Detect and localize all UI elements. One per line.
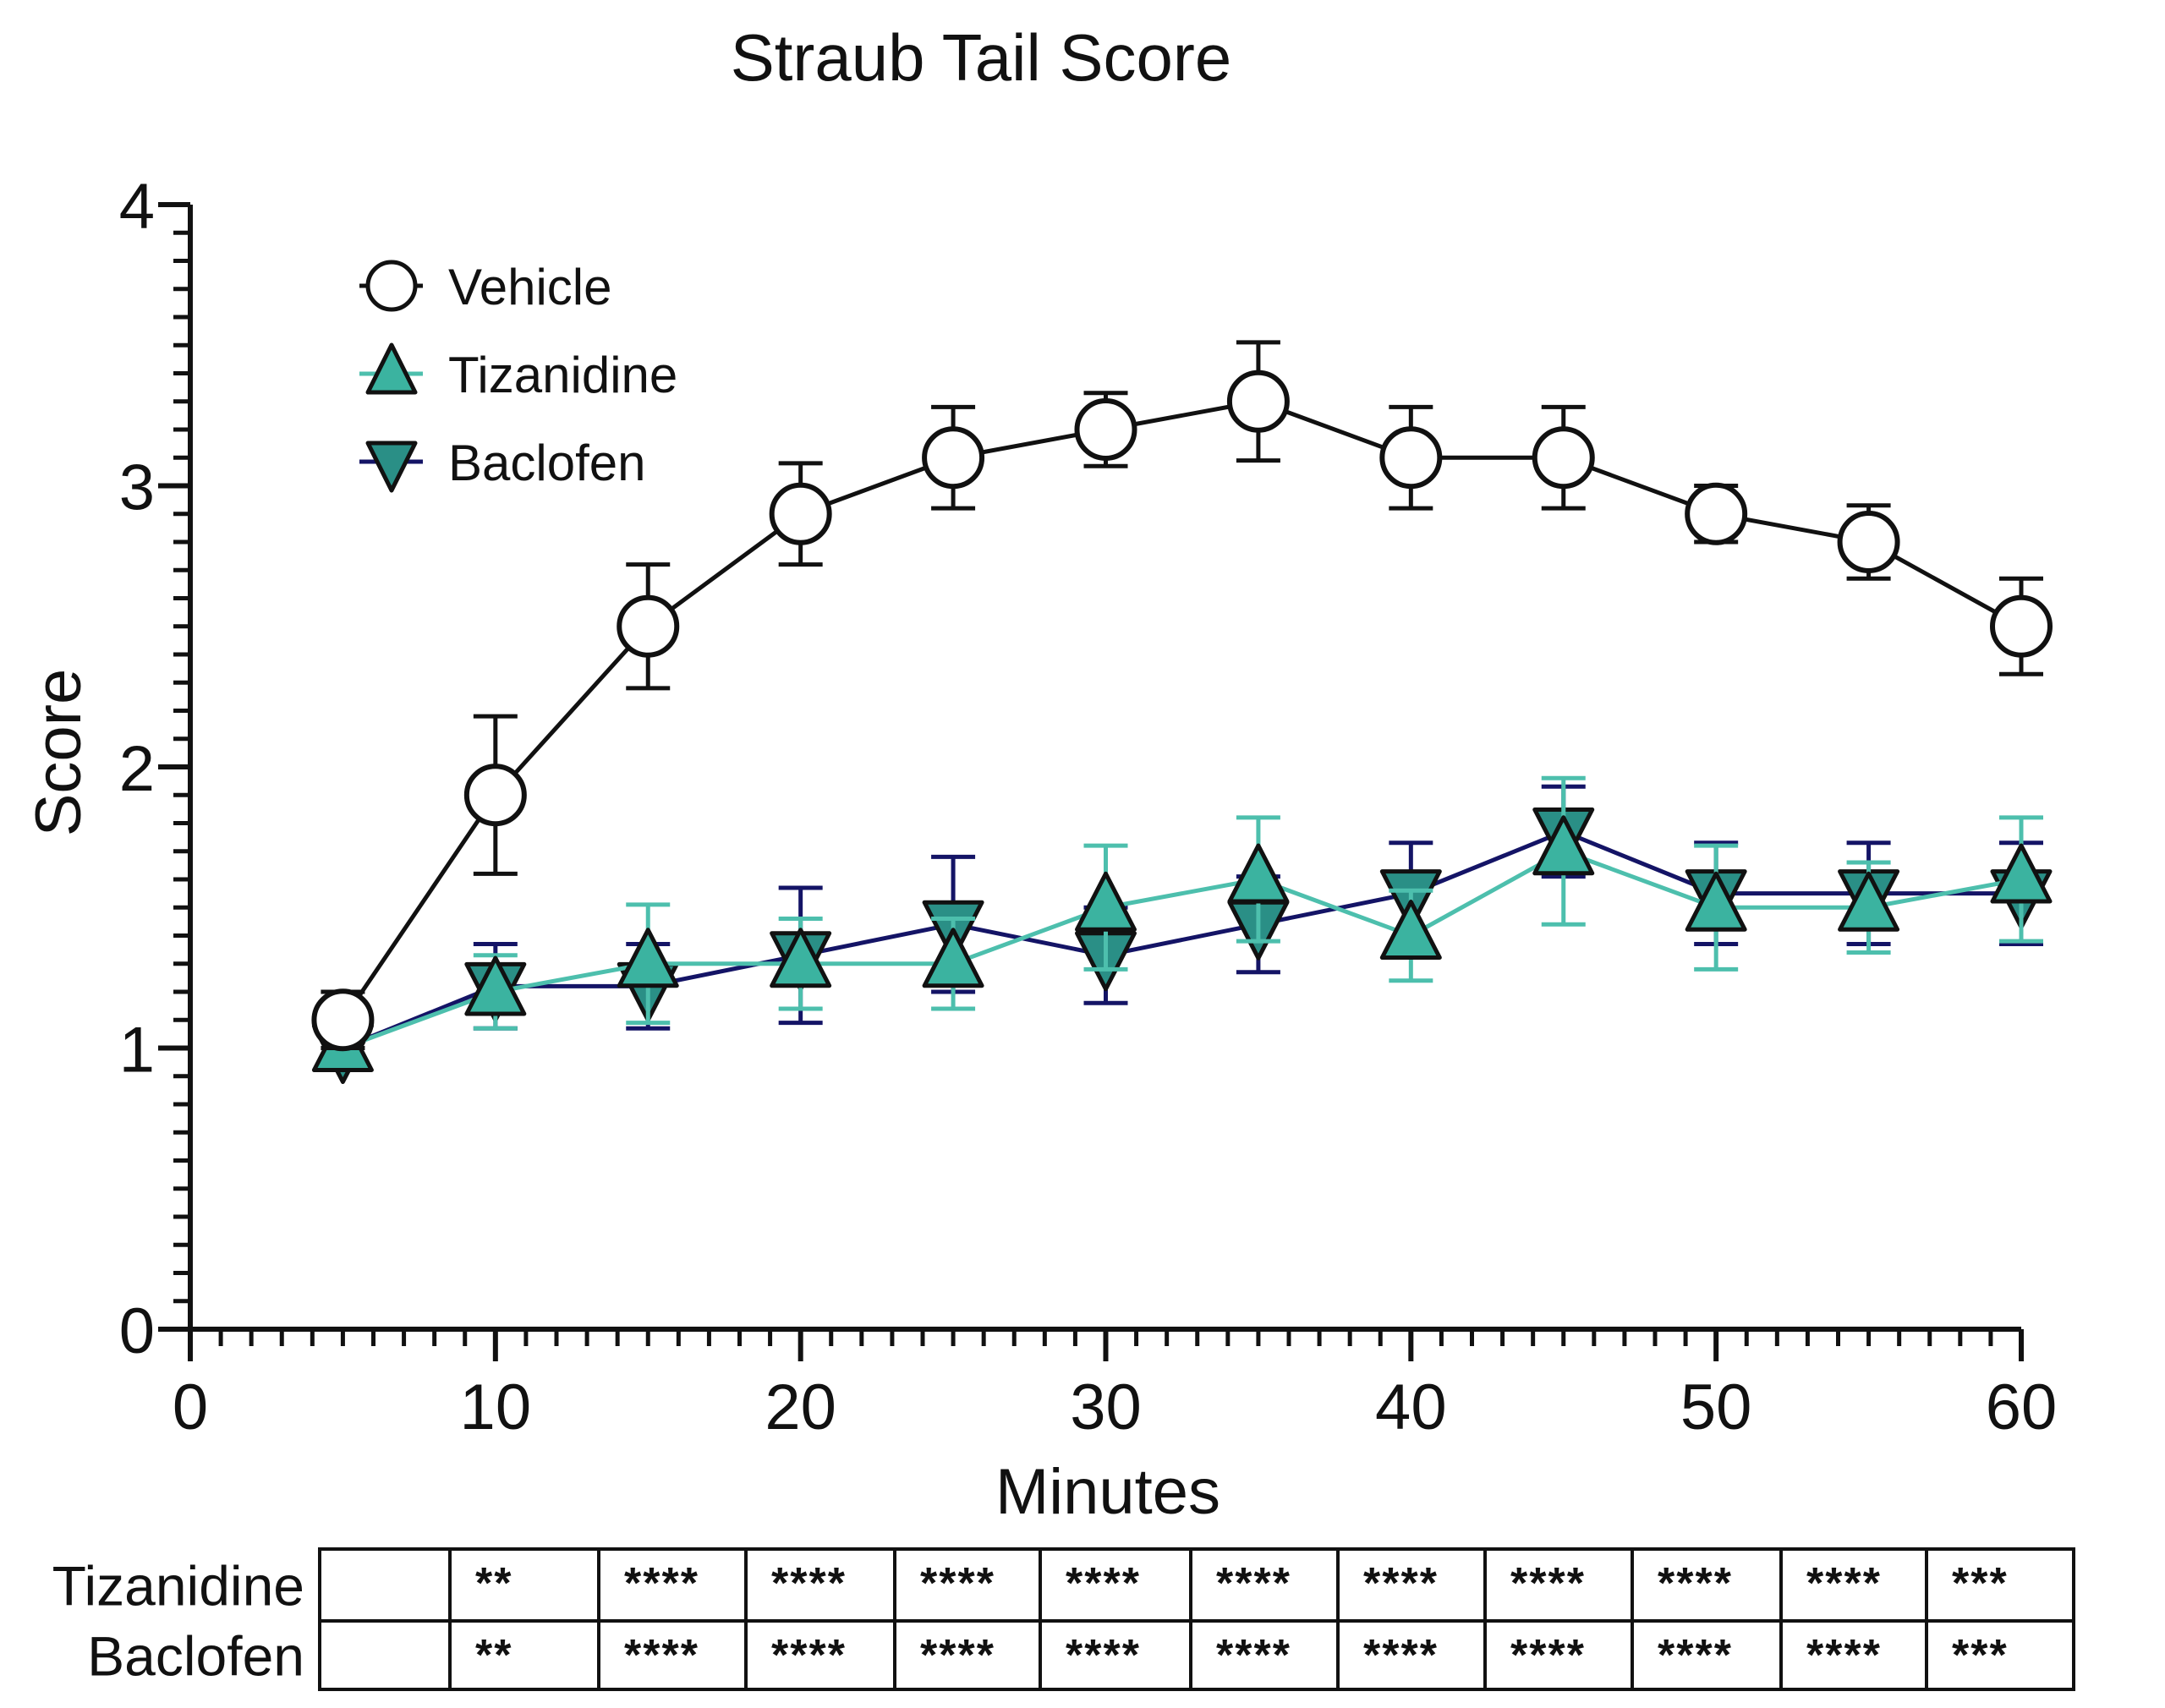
y-tick-label: 2 <box>119 733 155 805</box>
data-point-tizanidine <box>1685 871 1747 932</box>
x-tick-label: 50 <box>1680 1371 1752 1443</box>
table-cell: ** <box>475 1631 512 1680</box>
data-point-vehicle <box>311 988 375 1052</box>
table-row-label: Tizanidine <box>52 1555 304 1618</box>
table-cell: *** <box>1952 1631 2009 1680</box>
series-line-baclofen <box>342 829 2021 1050</box>
table-cell: **** <box>920 1631 995 1680</box>
legend-marker-vehicle <box>365 260 418 312</box>
data-point-tizanidine <box>922 928 984 988</box>
table-cell: **** <box>1066 1559 1141 1608</box>
data-point-tizanidine <box>1379 900 1442 960</box>
data-point-tizanidine <box>1838 871 1900 932</box>
data-point-tizanidine <box>1532 815 1595 876</box>
series-vehicle <box>311 340 2053 1052</box>
y-axis-label: Score <box>23 669 95 837</box>
table-cell: **** <box>1216 1631 1291 1680</box>
x-tick-label: 0 <box>173 1371 208 1443</box>
series-line-vehicle <box>341 399 2023 1021</box>
table-cell: ** <box>475 1559 512 1608</box>
table-cell: **** <box>1806 1631 1882 1680</box>
data-point-vehicle <box>922 426 985 490</box>
legend-item-vehicle: Vehicle <box>359 259 611 315</box>
data-point-tizanidine <box>1990 843 2053 904</box>
x-tick-label: 10 <box>460 1371 532 1443</box>
legend: Vehicle Tizanidine Baclofen <box>359 259 677 493</box>
y-tick-label: 1 <box>119 1015 155 1087</box>
data-point-vehicle <box>617 594 680 658</box>
x-tick-label: 60 <box>1986 1371 2058 1443</box>
x-axis-label: Minutes <box>995 1456 1220 1528</box>
chart-title: Straub Tail Score <box>731 20 1232 95</box>
table-cell: **** <box>1510 1559 1586 1608</box>
legend-marker-baclofen <box>365 441 418 493</box>
data-point-vehicle <box>1532 426 1595 490</box>
series-baclofen <box>311 784 2053 1084</box>
y-tick-label: 3 <box>119 452 155 524</box>
x-tick-label: 20 <box>765 1371 836 1443</box>
data-point-vehicle <box>1685 482 1748 545</box>
legend-label-vehicle: Vehicle <box>448 259 611 315</box>
data-point-vehicle <box>463 764 527 827</box>
table-cell: **** <box>1806 1559 1882 1608</box>
table-cell: **** <box>624 1559 699 1608</box>
x-tick-label: 40 <box>1375 1371 1447 1443</box>
table-row-label: Baclofen <box>87 1625 304 1688</box>
y-tick-label: 4 <box>119 171 155 243</box>
data-point-vehicle <box>769 482 832 545</box>
table-cell: **** <box>1363 1631 1439 1680</box>
data-point-vehicle <box>1379 426 1443 490</box>
legend-label-tizanidine: Tizanidine <box>448 347 677 403</box>
series-tizanidine <box>311 775 2053 1072</box>
data-point-tizanidine <box>1075 871 1137 932</box>
series-layer <box>311 340 2053 1084</box>
data-point-tizanidine <box>617 928 679 988</box>
data-point-tizanidine <box>1227 843 1290 904</box>
data-point-tizanidine <box>770 928 832 988</box>
data-point-vehicle <box>1226 370 1290 433</box>
table-cell: **** <box>1066 1631 1141 1680</box>
table-cell: **** <box>1363 1559 1439 1608</box>
data-point-vehicle <box>1074 398 1137 461</box>
y-axis: 0 1 2 3 4 <box>119 171 193 1367</box>
legend-marker-tizanidine <box>365 342 418 395</box>
table-cell: **** <box>1658 1559 1733 1608</box>
significance-table: Tizanidine ** **** **** **** **** **** **** ****… <box>52 1547 2075 1691</box>
x-axis: 0 10 20 30 40 50 60 <box>173 1327 2058 1443</box>
table-cell: **** <box>771 1631 847 1680</box>
legend-item-tizanidine: Tizanidine <box>359 342 677 403</box>
y-tick-label: 0 <box>119 1295 155 1367</box>
table-cell: **** <box>624 1631 699 1680</box>
x-tick-label: 30 <box>1070 1371 1142 1443</box>
table-cell: **** <box>1658 1631 1733 1680</box>
data-point-vehicle <box>1990 594 2053 658</box>
table-cell: **** <box>1216 1559 1291 1608</box>
data-point-vehicle <box>1837 511 1900 573</box>
series-line-tizanidine <box>342 849 2022 1050</box>
data-point-tizanidine <box>464 955 527 1016</box>
legend-label-baclofen: Baclofen <box>448 435 646 491</box>
table-cell: **** <box>920 1559 995 1608</box>
table-cell: **** <box>771 1559 847 1608</box>
legend-item-baclofen: Baclofen <box>359 435 646 493</box>
table-cell: **** <box>1510 1631 1586 1680</box>
table-cell: *** <box>1952 1559 2009 1608</box>
